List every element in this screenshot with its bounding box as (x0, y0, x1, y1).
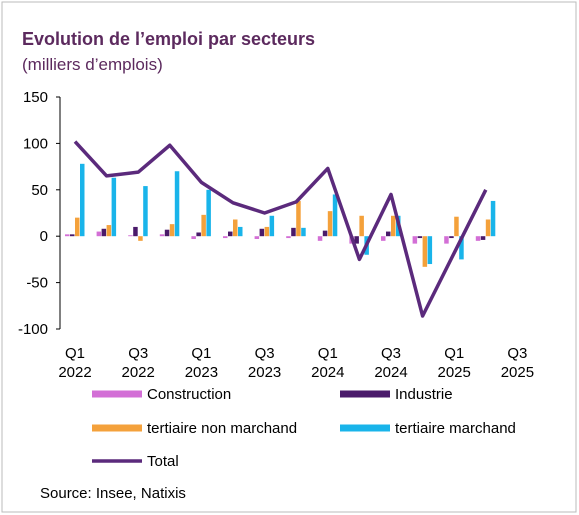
bar (228, 231, 233, 237)
bar (70, 234, 75, 237)
legend-label: Industrie (395, 386, 453, 403)
bar (354, 236, 359, 244)
y-tick-label: -100 (18, 321, 48, 338)
legend-label: tertiaire non marchand (147, 420, 297, 437)
bar (386, 231, 391, 237)
bar (480, 236, 486, 240)
x-tick-label: Q3 2022 (122, 345, 155, 381)
chart-subtitle: (milliers d’emplois) (22, 55, 163, 74)
bar (459, 236, 464, 260)
bar (96, 231, 102, 237)
bar (65, 234, 70, 237)
bar (381, 236, 386, 241)
bar (359, 215, 364, 237)
bar (159, 234, 165, 237)
bar (196, 232, 201, 237)
y-tick-label: -50 (26, 275, 48, 292)
y-tick-label: 150 (23, 89, 48, 106)
bar (223, 236, 228, 239)
bar (238, 226, 243, 237)
x-tick-label: Q3 2024 (374, 345, 407, 381)
bar (422, 236, 428, 267)
bar (317, 236, 323, 241)
line (73, 140, 488, 318)
bar (259, 228, 265, 237)
x-tick-label: Q1 2023 (185, 345, 218, 381)
bar (164, 229, 170, 237)
bar (427, 236, 433, 265)
bar (485, 219, 491, 237)
bar (111, 177, 117, 237)
bar (254, 236, 260, 239)
bar (133, 226, 138, 237)
bar (286, 236, 291, 239)
bar (454, 216, 459, 237)
bar (327, 211, 333, 237)
bar (332, 194, 338, 237)
bar (391, 215, 396, 237)
bar (475, 236, 481, 241)
bar (291, 227, 296, 237)
y-tick-label: 0 (40, 228, 48, 245)
bar (75, 217, 80, 237)
x-tick-label: Q1 2022 (58, 345, 91, 381)
bar (191, 236, 196, 239)
bar (233, 219, 238, 237)
bar (322, 230, 328, 237)
legend-label: Total (147, 453, 179, 470)
chart-title: Evolution de l’emploi par secteurs (22, 29, 315, 49)
bar (296, 200, 301, 237)
bar (201, 214, 206, 237)
bar (301, 227, 306, 237)
bar (128, 235, 133, 237)
bar (106, 225, 112, 237)
bar (101, 228, 107, 237)
bar (80, 163, 85, 237)
bar (269, 215, 275, 237)
bar (206, 189, 211, 237)
source: Source: Insee, Natixis (40, 485, 186, 502)
bar (490, 200, 496, 237)
x-tick-label: Q1 2025 (438, 345, 471, 381)
x-tick-label: Q3 2025 (501, 345, 534, 381)
bar (412, 236, 418, 244)
bar (449, 236, 454, 239)
bar (444, 236, 449, 244)
x-tick-label: Q1 2024 (311, 345, 344, 381)
y-tick-label: 50 (31, 182, 48, 199)
x-tick-label: Q3 2023 (248, 345, 281, 381)
bar (174, 171, 180, 237)
bar (138, 236, 143, 241)
legend-label: Construction (147, 386, 231, 403)
bar (169, 224, 175, 237)
legend-label: tertiaire marchand (395, 420, 516, 437)
bar (417, 236, 423, 239)
bar (264, 226, 270, 237)
y-tick-label: 100 (23, 135, 48, 152)
bar (143, 186, 148, 237)
